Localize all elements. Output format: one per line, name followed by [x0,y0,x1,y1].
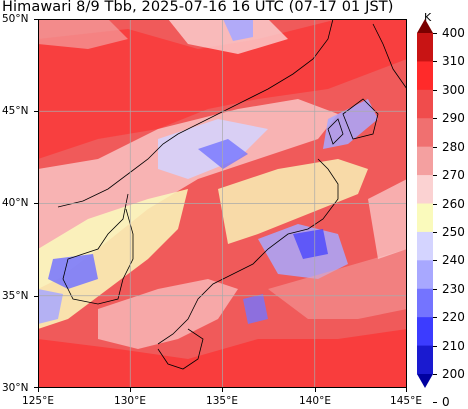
colorbar-segment [417,89,433,119]
colorbar-extend-min [417,374,433,388]
cloud-north-cold [223,19,253,41]
lat-tick-mark [34,19,38,20]
colorbar-tick-mark [433,288,437,290]
cloud-band-central-pink [38,99,338,289]
lon-tick-mark [222,388,223,392]
cloud-cool-west-edge [38,289,63,324]
lon-tick-label: 125°E [22,395,54,407]
lat-tick-mark [34,296,38,297]
colorbar-segment [417,317,433,347]
lon-tick-mark [38,388,39,392]
coastlines [57,19,407,370]
colorbar-extend-max [417,19,433,33]
lon-tick-label: 130°E [114,395,146,407]
colorbar-tick-label: 230 [442,281,465,296]
lat-tick-label: 30°N [2,382,29,394]
colorbar-tick-mark [433,89,437,91]
colorbar-segment [417,146,433,176]
colorbar-tick-mark [433,374,437,375]
colorbar-tick-mark [433,260,437,262]
cloud-southeast [268,249,407,319]
colorbar-tick-label: 270 [442,168,465,183]
cloud-cold-honshu [293,229,328,259]
lat-tick-label: 45°N [2,105,29,117]
colorbar-tick-label: 280 [442,139,465,154]
colorbar-tick-mark [433,231,437,233]
gridlines [38,19,407,388]
colorbar-segment [417,33,433,62]
lon-tick-label: 145°E [390,395,422,407]
colorbar-tick-label: 310 [442,54,465,69]
colorbar-segment [417,118,433,148]
cloud-band-yellow-east [218,159,368,244]
colorbar [417,19,433,388]
colorbar-tick-mark [433,33,437,34]
colorbar-tick-label: 290 [442,111,465,126]
lat-tick-mark [34,203,38,204]
colorbar-segment [417,61,433,91]
chart-title: Himawari 8/9 Tbb, 2025-07-16 16 UTC (07-… [2,0,394,15]
lon-tick-label: 140°E [299,395,331,407]
lon-tick-mark [130,388,131,392]
colorbar-segment [417,260,433,290]
lon-tick-mark [406,388,407,392]
cloud-cold-korea [48,254,98,289]
cloud-band-yellow-west [38,189,188,329]
colorbar-segment [417,231,433,261]
cloud-east-edge [368,179,407,259]
colorbar-segment [417,175,433,204]
colorbar-segment [417,288,433,318]
colorbar-tick-label: 240 [442,253,465,268]
colorbar-tick-mark [433,118,437,120]
satellite-map [38,19,407,388]
colorbar-tick-mark [433,345,437,347]
colorbar-tick-mark [433,402,437,404]
colorbar-tick-label: 0 [442,395,450,409]
colorbar-tick-mark [433,175,437,177]
cloud-northwest [38,19,128,49]
cloud-cold-south [243,294,268,324]
colorbar-tick-label: 210 [442,338,465,353]
colorbar-tick-label: 260 [442,196,465,211]
colorbar-tick-mark [433,203,437,205]
colorbar-tick-label: 200 [442,367,465,381]
colorbar-tick-mark [433,61,437,63]
colorbar-unit: K [424,11,432,24]
cloud-south-pink [98,279,238,349]
lat-tick-label: 40°N [2,197,29,209]
lat-tick-mark [34,387,38,388]
colorbar-tick-label: 250 [442,224,465,239]
colorbar-segment [417,203,433,233]
lat-tick-mark [34,111,38,112]
lon-tick-label: 135°E [206,395,238,407]
cloud-cold-patch-1 [198,139,248,169]
cloud-north-1 [168,19,288,54]
colorbar-tick-mark [433,317,437,319]
lon-tick-mark [315,388,316,392]
colorbar-tick-mark [433,146,437,148]
lat-tick-label: 50°N [2,13,29,25]
lat-tick-label: 35°N [2,290,29,302]
colorbar-tick-label: 220 [442,310,465,325]
colorbar-tick-label: 300 [442,82,465,97]
colorbar-segment [417,345,433,375]
colorbar-tick-label: 400 [442,26,465,40]
